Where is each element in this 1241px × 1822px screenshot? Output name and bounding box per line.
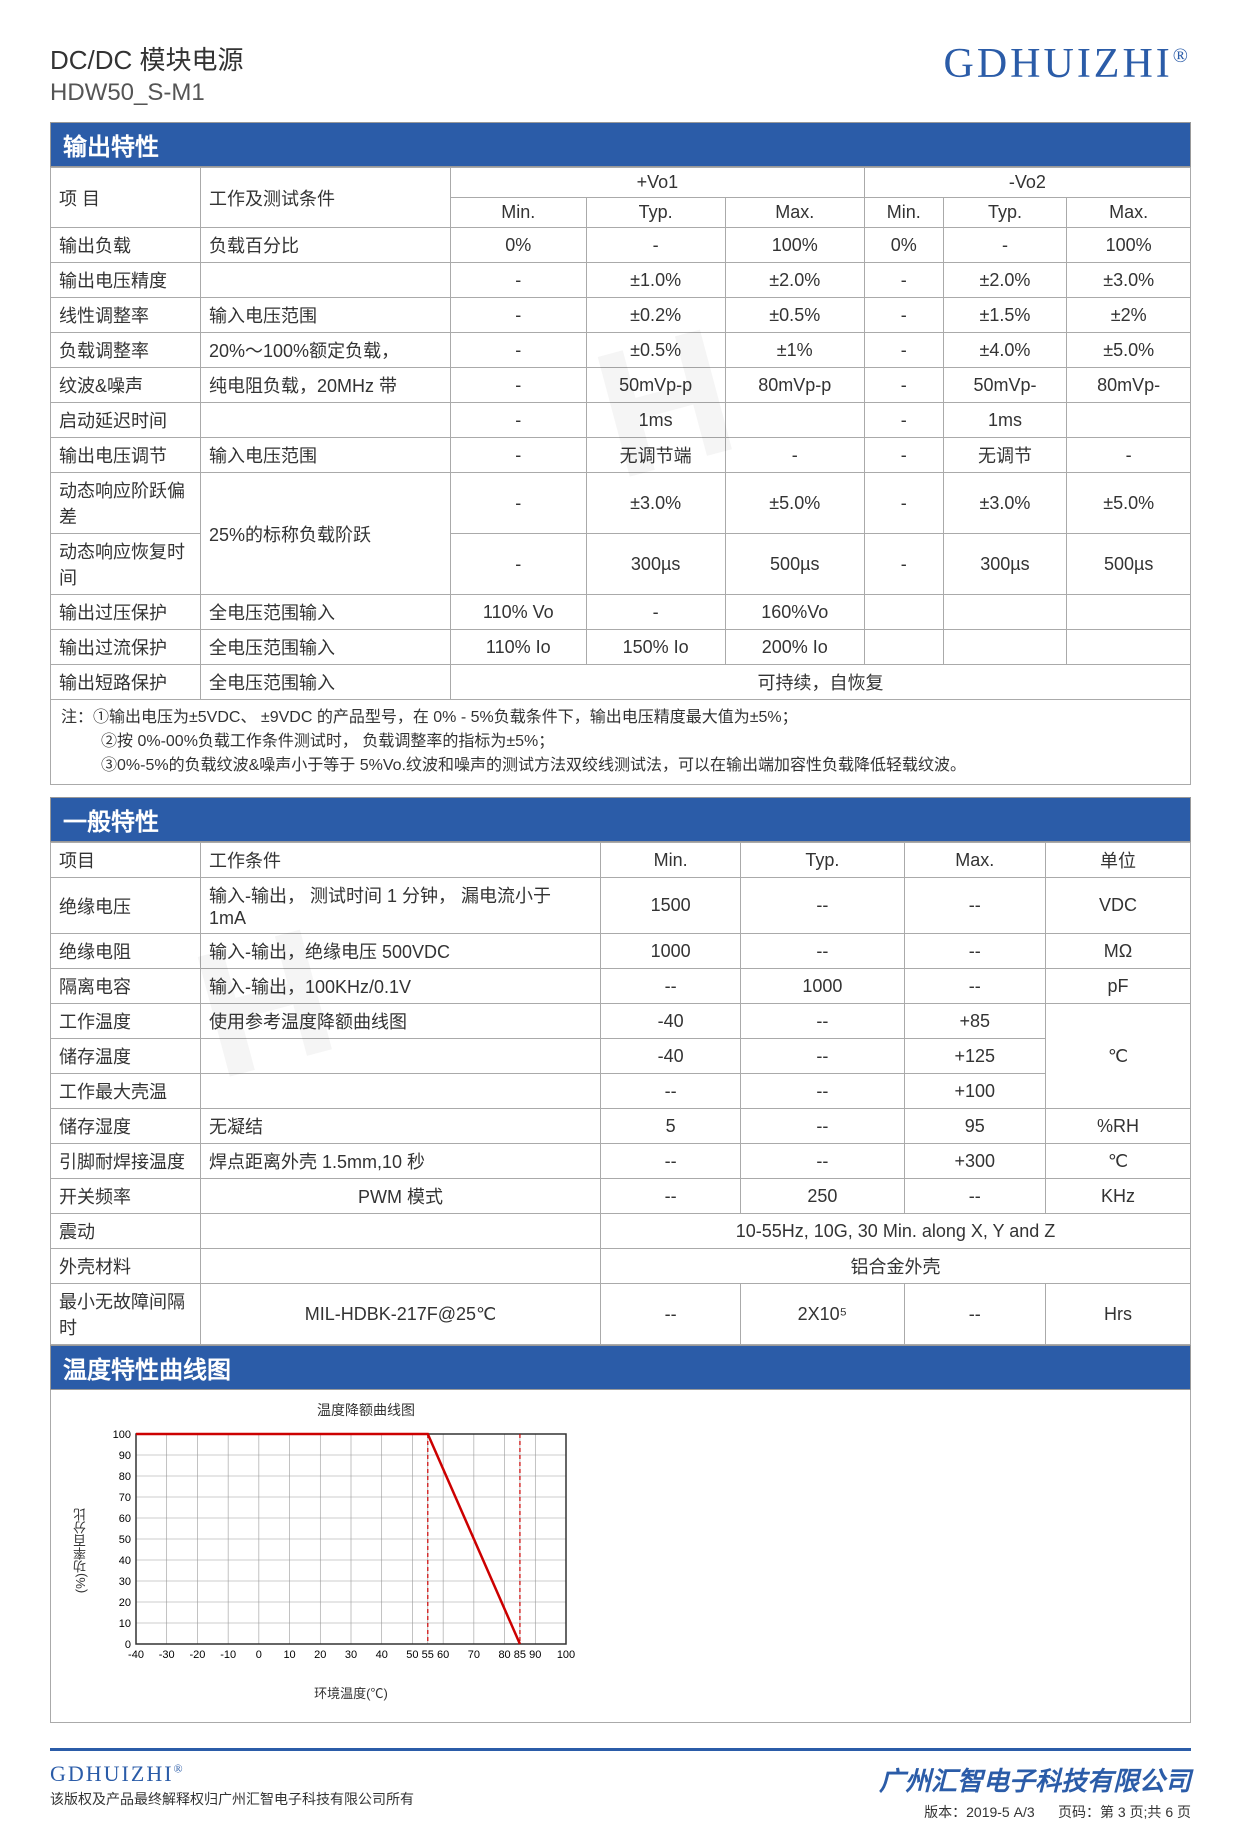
svg-text:70: 70 — [119, 1492, 131, 1504]
output-spec-table: 项 目 工作及测试条件 +Vo1 -Vo2 Min. Typ. Max. Min… — [50, 167, 1191, 700]
svg-text:90: 90 — [119, 1450, 131, 1462]
svg-text:10: 10 — [283, 1649, 295, 1661]
doc-title: DC/DC 模块电源 — [50, 40, 244, 77]
page-header: DC/DC 模块电源 HDW50_S-M1 GDHUIZHI® — [50, 40, 1191, 107]
footer-copyright: 该版权及产品最终解释权归广州汇智电子科技有限公司所有 — [50, 1789, 414, 1809]
th-cond: 工作及测试条件 — [201, 168, 451, 228]
svg-text:100: 100 — [113, 1429, 131, 1441]
brand-logo: GDHUIZHI® — [944, 40, 1192, 88]
svg-text:40: 40 — [119, 1555, 131, 1567]
footer-brand: GDHUIZHI® — [50, 1761, 414, 1787]
th-item: 项 目 — [51, 168, 201, 228]
output-notes: 注：①输出电压为±5VDC、 ±9VDC 的产品型号，在 0% - 5%负载条件… — [50, 700, 1191, 785]
svg-text:90: 90 — [529, 1649, 541, 1661]
th-vo1: +Vo1 — [451, 168, 865, 198]
svg-text:30: 30 — [119, 1576, 131, 1588]
svg-text:80: 80 — [498, 1649, 510, 1661]
section-output-title: 输出特性 — [50, 122, 1191, 167]
svg-text:30: 30 — [345, 1649, 357, 1661]
chart-ylabel: (%)功率百分比 — [71, 1508, 90, 1593]
svg-text:-40: -40 — [128, 1649, 144, 1661]
svg-text:70: 70 — [468, 1649, 480, 1661]
svg-text:80: 80 — [119, 1471, 131, 1483]
svg-text:55: 55 — [422, 1649, 434, 1661]
chart-container: (%)功率百分比 温度降额曲线图 0 10 20 30 40 50 60 70 80 90 100 -… — [50, 1390, 1191, 1723]
derating-chart: 0102030405060708090100-40-30-20-10010203… — [96, 1424, 576, 1674]
general-spec-table: 项目 工作条件 Min. Typ. Max. 单位 绝缘电压输入-输出， 测试时… — [50, 842, 1191, 1345]
svg-text:0: 0 — [256, 1649, 262, 1661]
svg-text:20: 20 — [119, 1597, 131, 1609]
footer-divider — [50, 1748, 1191, 1751]
product-model: HDW50_S-M1 — [50, 79, 244, 107]
svg-text:10: 10 — [119, 1618, 131, 1630]
svg-text:-10: -10 — [220, 1649, 236, 1661]
svg-text:50: 50 — [406, 1649, 418, 1661]
svg-text:50: 50 — [119, 1534, 131, 1546]
chart-title: 温度降额曲线图 — [156, 1400, 576, 1420]
page-footer: GDHUIZHI® 该版权及产品最终解释权归广州汇智电子科技有限公司所有 广州汇… — [50, 1761, 1191, 1822]
th-vo2: -Vo2 — [864, 168, 1190, 198]
svg-text:40: 40 — [376, 1649, 388, 1661]
svg-text:100: 100 — [557, 1649, 575, 1661]
section-general-title: 一般特性 — [50, 797, 1191, 842]
svg-text:60: 60 — [119, 1513, 131, 1525]
svg-text:-20: -20 — [189, 1649, 205, 1661]
section-chart-title: 温度特性曲线图 — [50, 1345, 1191, 1390]
svg-text:20: 20 — [314, 1649, 326, 1661]
footer-company: 广州汇智电子科技有限公司 — [879, 1761, 1191, 1798]
svg-text:85: 85 — [514, 1649, 526, 1661]
chart-xlabel: 环境温度(℃) — [126, 1683, 576, 1702]
footer-meta: 版本：2019-5 A/3 页码：第 3 页;共 6 页 — [879, 1802, 1191, 1822]
svg-text:-30: -30 — [159, 1649, 175, 1661]
svg-text:60: 60 — [437, 1649, 449, 1661]
